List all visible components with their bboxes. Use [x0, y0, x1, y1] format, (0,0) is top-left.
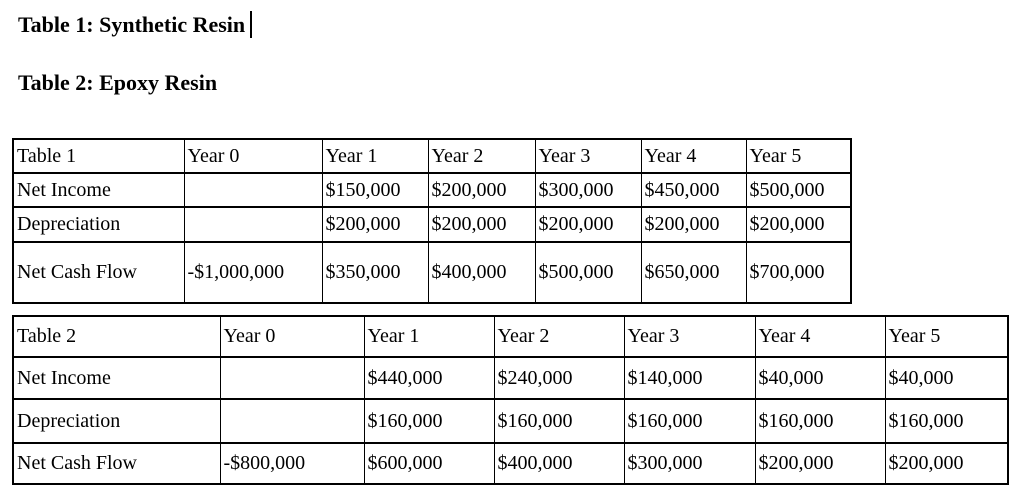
value-cell[interactable]: $150,000	[321, 172, 429, 208]
value-cell[interactable]: $450,000	[640, 172, 747, 208]
table2-col-header-year5[interactable]: Year 5	[884, 315, 1009, 358]
row-label-cell[interactable]: Net Income	[12, 172, 185, 208]
table2-col-header-year1[interactable]: Year 1	[363, 315, 495, 358]
value-cell[interactable]: $200,000	[884, 442, 1009, 485]
value-cell[interactable]: $140,000	[623, 356, 756, 400]
value-cell[interactable]: $200,000	[321, 206, 429, 243]
table-row: Net Cash Flow -$1,000,000 $350,000 $400,…	[12, 241, 852, 304]
value-cell[interactable]: $300,000	[534, 172, 642, 208]
row-label-cell[interactable]: Net Cash Flow	[12, 241, 185, 304]
value-cell[interactable]: $300,000	[623, 442, 756, 485]
table1-col-header-year2[interactable]: Year 2	[427, 138, 536, 174]
table-row: Net Cash Flow -$800,000 $600,000 $400,00…	[12, 442, 1009, 485]
text-cursor-caret	[250, 11, 253, 38]
value-cell[interactable]: $200,000	[534, 206, 642, 243]
table-row: Net Income $150,000 $200,000 $300,000 $4…	[12, 172, 852, 208]
table1-title-cell[interactable]: Table 1	[12, 138, 185, 174]
value-cell[interactable]	[183, 206, 323, 243]
value-cell[interactable]: $400,000	[427, 241, 536, 304]
table-header-row: Table 2 Year 0 Year 1 Year 2 Year 3 Year…	[12, 315, 1009, 358]
table2-col-header-year2[interactable]: Year 2	[493, 315, 625, 358]
row-label-cell[interactable]: Net Cash Flow	[12, 442, 221, 485]
row-label-cell[interactable]: Net Income	[12, 356, 221, 400]
table-row: Depreciation $200,000 $200,000 $200,000 …	[12, 206, 852, 243]
table2-col-header-year0[interactable]: Year 0	[219, 315, 365, 358]
heading-table2-text: Table 2: Epoxy Resin	[18, 70, 218, 95]
table-synthetic-resin: Table 1 Year 0 Year 1 Year 2 Year 3 Year…	[12, 138, 852, 304]
value-cell[interactable]: $600,000	[363, 442, 495, 485]
table2-col-header-year4[interactable]: Year 4	[754, 315, 886, 358]
value-cell[interactable]: $40,000	[884, 356, 1009, 400]
table2-col-header-year3[interactable]: Year 3	[623, 315, 756, 358]
heading-table1-text: Table 1: Synthetic Resin	[18, 12, 246, 37]
value-cell[interactable]: $350,000	[321, 241, 429, 304]
row-label-cell[interactable]: Depreciation	[12, 206, 185, 243]
value-cell[interactable]	[183, 172, 323, 208]
value-cell[interactable]: $160,000	[884, 398, 1009, 444]
value-cell[interactable]	[219, 356, 365, 400]
row-label-cell[interactable]: Depreciation	[12, 398, 221, 444]
value-cell[interactable]: $240,000	[493, 356, 625, 400]
table-header-row: Table 1 Year 0 Year 1 Year 2 Year 3 Year…	[12, 138, 852, 174]
value-cell[interactable]: $500,000	[745, 172, 852, 208]
value-cell[interactable]: $700,000	[745, 241, 852, 304]
value-cell[interactable]: $200,000	[745, 206, 852, 243]
table-row: Depreciation $160,000 $160,000 $160,000 …	[12, 398, 1009, 444]
table-epoxy-resin: Table 2 Year 0 Year 1 Year 2 Year 3 Year…	[12, 315, 1009, 485]
value-cell[interactable]: -$800,000	[219, 442, 365, 485]
value-cell[interactable]: $400,000	[493, 442, 625, 485]
value-cell[interactable]: $200,000	[640, 206, 747, 243]
table1-col-header-year3[interactable]: Year 3	[534, 138, 642, 174]
value-cell[interactable]: $160,000	[623, 398, 756, 444]
value-cell[interactable]: $650,000	[640, 241, 747, 304]
table-row: Net Income $440,000 $240,000 $140,000 $4…	[12, 356, 1009, 400]
value-cell[interactable]: $160,000	[363, 398, 495, 444]
table2-title-cell[interactable]: Table 2	[12, 315, 221, 358]
table1-col-header-year4[interactable]: Year 4	[640, 138, 747, 174]
value-cell[interactable]: $200,000	[427, 172, 536, 208]
value-cell[interactable]	[219, 398, 365, 444]
value-cell[interactable]: $200,000	[427, 206, 536, 243]
value-cell[interactable]: $160,000	[493, 398, 625, 444]
value-cell[interactable]: $440,000	[363, 356, 495, 400]
value-cell[interactable]: $160,000	[754, 398, 886, 444]
table1-col-header-year5[interactable]: Year 5	[745, 138, 852, 174]
value-cell[interactable]: $500,000	[534, 241, 642, 304]
value-cell[interactable]: -$1,000,000	[183, 241, 323, 304]
heading-table1[interactable]: Table 1: Synthetic Resin	[18, 11, 253, 38]
table1-col-header-year1[interactable]: Year 1	[321, 138, 429, 174]
table1-col-header-year0[interactable]: Year 0	[183, 138, 323, 174]
heading-table2[interactable]: Table 2: Epoxy Resin	[18, 70, 217, 96]
value-cell[interactable]: $40,000	[754, 356, 886, 400]
value-cell[interactable]: $200,000	[754, 442, 886, 485]
